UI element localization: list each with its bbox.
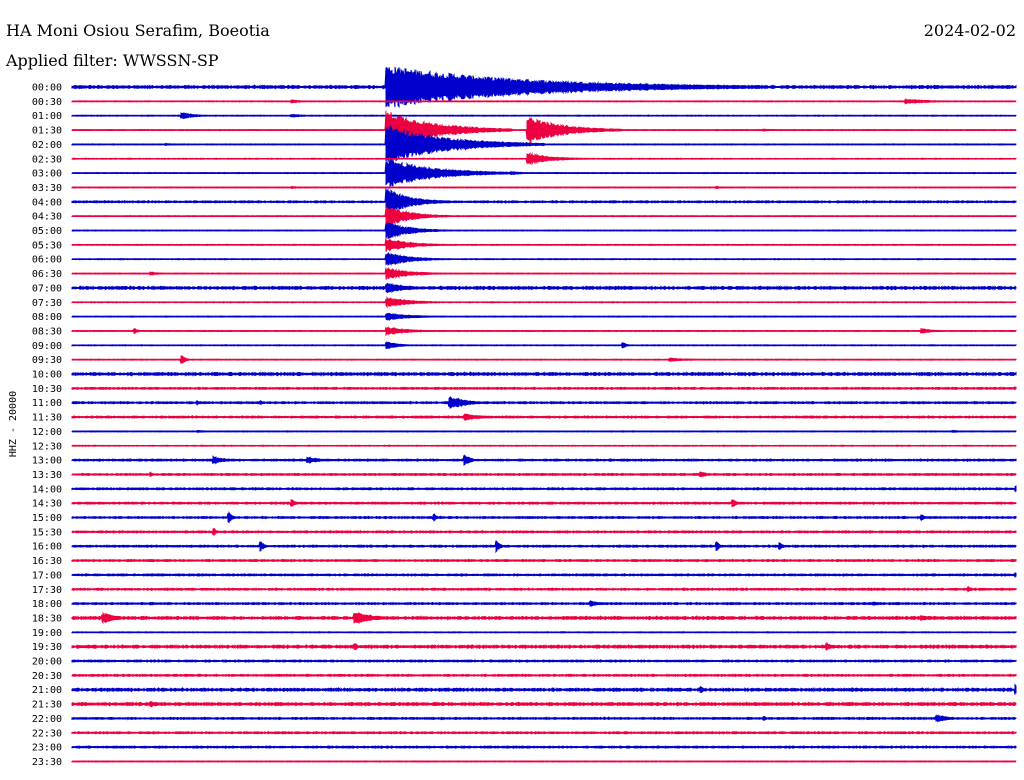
tick-label-0100: 01:00	[32, 111, 62, 122]
tick-label-2030: 20:30	[32, 671, 62, 682]
tick-label-0000: 00:00	[32, 83, 62, 94]
tick-label-0730: 07:30	[32, 298, 62, 309]
tick-label-1730: 17:30	[32, 585, 62, 596]
tick-label-0900: 09:00	[32, 341, 62, 352]
tick-label-0130: 01:30	[32, 126, 62, 137]
chart-subtitle: Applied filter: WWSSN-SP	[5, 51, 219, 70]
tick-label-2200: 22:00	[32, 714, 62, 725]
tick-label-1430: 14:30	[32, 499, 62, 510]
tick-label-2330: 23:30	[32, 757, 62, 768]
tick-label-2230: 22:30	[32, 728, 62, 739]
tick-label-1930: 19:30	[32, 642, 62, 653]
tick-label-1300: 13:00	[32, 456, 62, 467]
tick-label-0530: 05:30	[32, 240, 62, 251]
tick-label-0430: 04:30	[32, 212, 62, 223]
tick-label-2300: 23:00	[32, 743, 62, 754]
tick-label-0600: 06:00	[32, 255, 62, 266]
tick-label-1230: 12:30	[32, 441, 62, 452]
tick-label-2130: 21:30	[32, 700, 62, 711]
tick-label-0700: 07:00	[32, 283, 62, 294]
tick-label-1100: 11:00	[32, 398, 62, 409]
tick-label-1600: 16:00	[32, 542, 62, 553]
chart-title: HA Moni Osiou Serafim, Boeotia	[6, 21, 270, 40]
chart-date: 2024-02-02	[924, 21, 1016, 40]
tick-label-0330: 03:30	[32, 183, 62, 194]
tick-label-0200: 02:00	[32, 140, 62, 151]
tick-label-0230: 02:30	[32, 154, 62, 165]
tick-label-0030: 00:30	[32, 97, 62, 108]
tick-label-2100: 21:00	[32, 685, 62, 696]
time-tick-labels: 00:00 00:30 01:00 01:30 02:00 02:30 03:00 03:30…	[32, 83, 62, 768]
tick-label-2000: 20:00	[32, 657, 62, 668]
tick-label-1900: 19:00	[32, 628, 62, 639]
tick-label-1500: 15:00	[32, 513, 62, 524]
tick-label-1200: 12:00	[32, 427, 62, 438]
tick-label-0400: 04:00	[32, 197, 62, 208]
y-axis-label: HHZ - 20000	[8, 391, 19, 457]
tick-label-1530: 15:30	[32, 527, 62, 538]
tick-label-0930: 09:30	[32, 355, 62, 366]
tick-label-1830: 18:30	[32, 613, 62, 624]
tick-label-0500: 05:00	[32, 226, 62, 237]
tick-label-1330: 13:30	[32, 470, 62, 481]
tick-label-0630: 06:30	[32, 269, 62, 280]
tick-label-1700: 17:00	[32, 570, 62, 581]
tick-label-1030: 10:30	[32, 384, 62, 395]
tick-label-1000: 10:00	[32, 370, 62, 381]
tick-label-0300: 03:00	[32, 169, 62, 180]
tick-label-1800: 18:00	[32, 599, 62, 610]
tick-label-0800: 08:00	[32, 312, 62, 323]
tick-label-0830: 08:30	[32, 326, 62, 337]
tick-label-1400: 14:00	[32, 484, 62, 495]
tick-label-1130: 11:30	[32, 413, 62, 424]
tick-label-1630: 16:30	[32, 556, 62, 567]
seismogram-traces	[71, 66, 1017, 763]
